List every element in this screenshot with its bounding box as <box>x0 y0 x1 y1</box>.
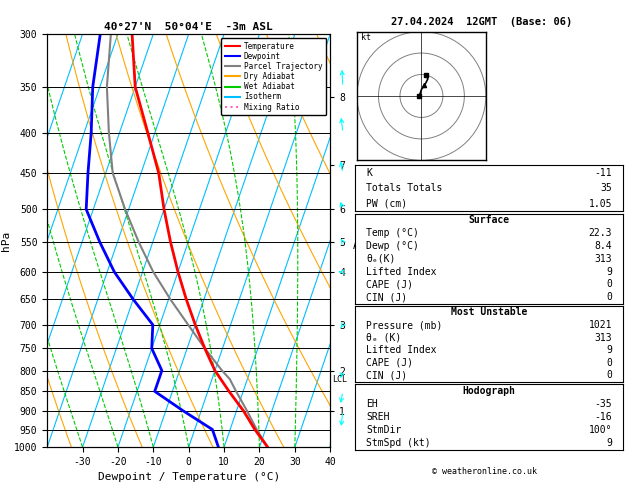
Text: © weatheronline.co.uk: © weatheronline.co.uk <box>432 467 537 476</box>
Text: CIN (J): CIN (J) <box>366 370 407 380</box>
Text: 35: 35 <box>600 183 612 193</box>
Text: θₑ(K): θₑ(K) <box>366 254 396 264</box>
Text: 313: 313 <box>594 254 612 264</box>
Text: 313: 313 <box>594 332 612 343</box>
Text: Temp (°C): Temp (°C) <box>366 228 419 238</box>
Text: PW (cm): PW (cm) <box>366 199 407 208</box>
Text: 100°: 100° <box>589 425 612 435</box>
Text: Lifted Index: Lifted Index <box>366 267 437 277</box>
Text: 8.4: 8.4 <box>594 241 612 251</box>
Text: StmDir: StmDir <box>366 425 401 435</box>
Text: CIN (J): CIN (J) <box>366 292 407 302</box>
Text: 0: 0 <box>606 279 612 290</box>
Text: 22.3: 22.3 <box>589 228 612 238</box>
Text: Totals Totals: Totals Totals <box>366 183 442 193</box>
Text: kt: kt <box>361 33 371 42</box>
Text: K: K <box>366 168 372 178</box>
Text: Dewp (°C): Dewp (°C) <box>366 241 419 251</box>
Text: 0: 0 <box>606 292 612 302</box>
Text: 0: 0 <box>606 358 612 368</box>
Text: Lifted Index: Lifted Index <box>366 345 437 355</box>
Y-axis label: km
ASL: km ASL <box>353 230 370 251</box>
Text: 0: 0 <box>606 370 612 380</box>
Text: 27.04.2024  12GMT  (Base: 06): 27.04.2024 12GMT (Base: 06) <box>391 17 572 27</box>
Text: Surface: Surface <box>469 215 509 226</box>
Text: Most Unstable: Most Unstable <box>451 308 527 317</box>
Text: -16: -16 <box>594 412 612 422</box>
Text: 1.05: 1.05 <box>589 199 612 208</box>
Text: CAPE (J): CAPE (J) <box>366 358 413 368</box>
Text: EH: EH <box>366 399 378 409</box>
Text: Pressure (mb): Pressure (mb) <box>366 320 442 330</box>
Text: -11: -11 <box>594 168 612 178</box>
Text: LCL: LCL <box>332 375 347 383</box>
Text: 9: 9 <box>606 438 612 448</box>
Text: 9: 9 <box>606 345 612 355</box>
Title: 40°27'N  50°04'E  -3m ASL: 40°27'N 50°04'E -3m ASL <box>104 22 273 32</box>
Text: 9: 9 <box>606 267 612 277</box>
Legend: Temperature, Dewpoint, Parcel Trajectory, Dry Adiabat, Wet Adiabat, Isotherm, Mi: Temperature, Dewpoint, Parcel Trajectory… <box>221 38 326 115</box>
Text: Hodograph: Hodograph <box>462 385 516 396</box>
X-axis label: Dewpoint / Temperature (°C): Dewpoint / Temperature (°C) <box>97 472 280 483</box>
Text: θₑ (K): θₑ (K) <box>366 332 401 343</box>
Y-axis label: hPa: hPa <box>1 230 11 251</box>
Text: CAPE (J): CAPE (J) <box>366 279 413 290</box>
Text: StmSpd (kt): StmSpd (kt) <box>366 438 431 448</box>
Text: SREH: SREH <box>366 412 389 422</box>
Text: 1021: 1021 <box>589 320 612 330</box>
Text: -35: -35 <box>594 399 612 409</box>
